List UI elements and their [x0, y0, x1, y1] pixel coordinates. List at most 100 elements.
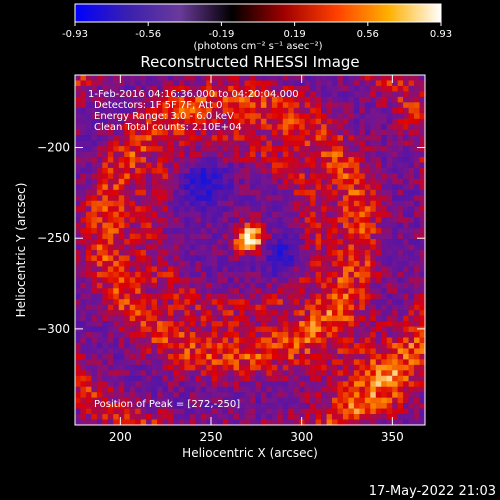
heatmap-cell	[266, 167, 273, 174]
heatmap-cell	[195, 359, 202, 366]
heatmap-cell	[239, 151, 245, 158]
heatmap-cell	[342, 217, 349, 223]
heatmap-cell	[173, 239, 180, 245]
heatmap-cell	[370, 342, 377, 349]
heatmap-cell	[118, 140, 125, 147]
heatmap-cell	[299, 299, 305, 305]
heatmap-cell	[348, 91, 355, 98]
heatmap-cell	[75, 348, 81, 355]
heatmap-cell	[397, 370, 404, 377]
heatmap-cell	[85, 173, 92, 180]
heatmap-cell	[250, 129, 256, 136]
heatmap-cell	[151, 244, 158, 251]
heatmap-cell	[304, 419, 311, 425]
heatmap-cell	[217, 299, 223, 305]
heatmap-cell	[250, 75, 256, 81]
heatmap-cell	[408, 403, 415, 409]
heatmap-cell	[321, 173, 327, 180]
heatmap-cell	[348, 353, 355, 360]
heatmap-cell	[353, 282, 360, 289]
heatmap-cell	[255, 222, 262, 229]
heatmap-cell	[184, 222, 191, 229]
heatmap-cell	[135, 96, 141, 103]
heatmap-cell	[250, 304, 256, 311]
heatmap-cell	[282, 250, 289, 256]
heatmap-cell	[392, 206, 398, 213]
heatmap-cell	[195, 277, 202, 284]
heatmap-cell	[299, 184, 305, 191]
heatmap-cell	[342, 271, 349, 278]
heatmap-cell	[403, 310, 409, 316]
heatmap-cell	[118, 80, 125, 87]
heatmap-cell	[173, 381, 180, 388]
heatmap-cell	[118, 326, 125, 333]
heatmap-cell	[348, 315, 355, 322]
heatmap-cell	[288, 288, 295, 295]
heatmap-cell	[211, 332, 218, 338]
heatmap-cell	[135, 293, 141, 300]
heatmap-cell	[310, 184, 316, 191]
heatmap-cell	[403, 337, 409, 344]
heatmap-cell	[271, 304, 278, 311]
heatmap-cell	[419, 370, 425, 377]
heatmap-cell	[157, 157, 163, 163]
heatmap-cell	[332, 129, 338, 136]
heatmap-cell	[129, 364, 136, 371]
heatmap-cell	[178, 239, 185, 245]
heatmap-cell	[397, 342, 404, 349]
heatmap-cell	[293, 282, 300, 289]
heatmap-cell	[189, 80, 196, 87]
heatmap-cell	[113, 228, 120, 234]
heatmap-cell	[184, 151, 191, 158]
heatmap-cell	[173, 386, 180, 393]
heatmap-cell	[124, 260, 130, 267]
heatmap-cell	[151, 107, 158, 114]
heatmap-cell	[359, 397, 366, 404]
heatmap-cell	[228, 392, 234, 398]
heatmap-cell	[315, 386, 322, 393]
heatmap-cell	[370, 135, 377, 141]
heatmap-cell	[195, 146, 202, 152]
heatmap-cell	[250, 250, 256, 256]
heatmap-cell	[326, 217, 333, 223]
heatmap-cell	[162, 315, 169, 322]
footer-date: 17-May-2022 21:03	[369, 484, 496, 499]
heatmap-cell	[239, 271, 245, 278]
heatmap-cell	[293, 195, 300, 202]
heatmap-cell	[288, 162, 295, 169]
heatmap-cell	[228, 277, 234, 284]
heatmap-cell	[96, 364, 103, 371]
heatmap-cell	[321, 135, 327, 141]
heatmap-cell	[91, 85, 98, 92]
heatmap-cell	[315, 124, 322, 130]
heatmap-cell	[282, 364, 289, 371]
heatmap-cell	[375, 118, 382, 125]
heatmap-cell	[228, 206, 234, 213]
heatmap-cell	[200, 189, 207, 196]
heatmap-cell	[91, 118, 98, 125]
heatmap-cell	[151, 304, 158, 311]
heatmap-cell	[146, 282, 152, 289]
heatmap-cell	[408, 353, 415, 360]
heatmap-cell	[206, 173, 213, 180]
heatmap-cell	[381, 211, 388, 218]
heatmap-cell	[178, 178, 185, 185]
heatmap-cell	[255, 293, 262, 300]
heatmap-cell	[113, 288, 120, 295]
heatmap-cell	[370, 271, 377, 278]
heatmap-cell	[392, 260, 398, 267]
heatmap-cell	[222, 195, 229, 202]
heatmap-cell	[266, 255, 273, 262]
y-tick-label: −200	[37, 141, 70, 155]
heatmap-cell	[206, 200, 213, 207]
heatmap-cell	[364, 124, 371, 130]
heatmap-cell	[195, 124, 202, 130]
heatmap-cell	[293, 162, 300, 169]
heatmap-cell	[135, 167, 141, 174]
heatmap-cell	[135, 397, 141, 404]
heatmap-cell	[151, 189, 158, 196]
heatmap-cell	[386, 151, 393, 158]
heatmap-cell	[85, 299, 92, 305]
heatmap-cell	[140, 85, 147, 92]
heatmap-cell	[80, 255, 87, 262]
